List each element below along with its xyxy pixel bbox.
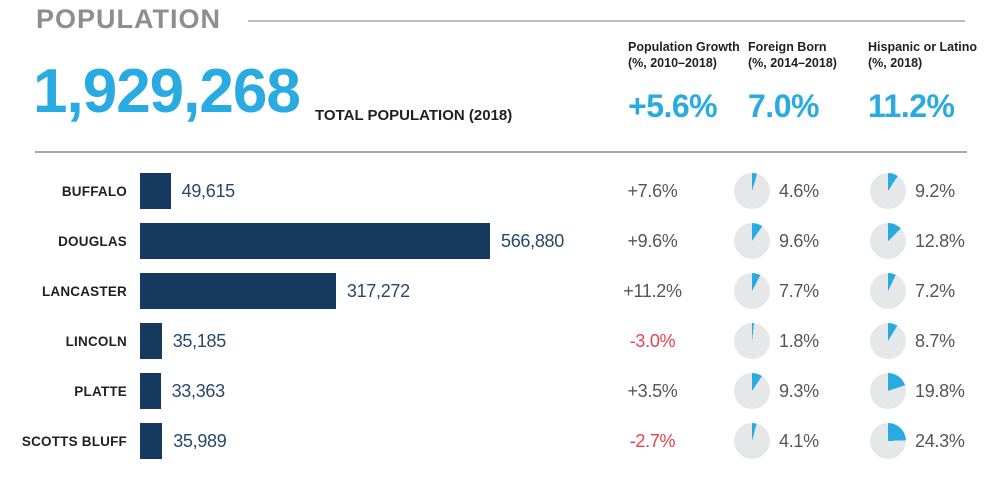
population-bar: [140, 373, 161, 409]
foreign-born-percent-label: 9.6%: [779, 230, 819, 251]
stat-population-growth-value: +5.6%: [628, 87, 718, 124]
county-name-label: BUFFALO: [61, 183, 127, 199]
hispanic-latino-percent-label: 8.7%: [915, 330, 955, 351]
stat-population-growth-label: Population Growth (%, 2010–2018): [628, 39, 748, 72]
hispanic-latino-cell: 24.3%: [831, 416, 993, 466]
foreign-born-pie-icon: [734, 423, 770, 459]
stat-hispanic-latino: Hispanic or Latino (%, 2018) 11.2%: [868, 39, 988, 125]
hispanic-latino-cell: 19.8%: [831, 366, 993, 416]
foreign-born-cell: 1.8%: [695, 316, 831, 366]
stat-label-line1: Foreign Born: [748, 40, 827, 54]
county-name-label: SCOTTS BLUFF: [21, 433, 127, 449]
population-bar: [140, 423, 163, 459]
population-value-label: 33,363: [171, 380, 226, 401]
title-rule-line: [248, 20, 965, 22]
population-value-label: 35,185: [172, 330, 227, 351]
foreign-born-percent-label: 9.3%: [779, 380, 819, 401]
header-section: POPULATION 1,929,268 TOTAL POPULATION (2…: [0, 0, 993, 166]
growth-percent-label: +9.6%: [627, 230, 678, 251]
stat-foreign-born-label: Foreign Born (%, 2014–2018): [748, 39, 868, 72]
growth-percent-label: +3.5%: [627, 380, 678, 401]
population-bar: [140, 273, 336, 309]
hispanic-latino-pie-icon: [870, 223, 906, 259]
county-row-scotts-bluff: SCOTTS BLUFF 35,989 -2.7% 4.1% 24.3%: [0, 416, 993, 466]
stat-foreign-born-value: 7.0%: [748, 87, 819, 124]
growth-percent-label: -2.7%: [629, 430, 676, 451]
stat-foreign-born: Foreign Born (%, 2014–2018) 7.0%: [748, 39, 868, 125]
foreign-born-cell: 4.1%: [695, 416, 831, 466]
population-bar-cell: 33,363: [140, 366, 610, 416]
total-population-label: TOTAL POPULATION (2018): [315, 107, 513, 124]
foreign-born-pie-icon: [734, 323, 770, 359]
population-bar-cell: 317,272: [140, 266, 610, 316]
hispanic-latino-cell: 7.2%: [831, 266, 993, 316]
population-value-label: 317,272: [346, 280, 410, 301]
stat-label-line2: (%, 2018): [868, 56, 923, 71]
population-bar-cell: 35,989: [140, 416, 610, 466]
hispanic-latino-pie-icon: [870, 173, 906, 209]
foreign-born-pie-icon: [734, 223, 770, 259]
hispanic-latino-pie-icon: [870, 373, 906, 409]
growth-percent-label: -3.0%: [629, 330, 676, 351]
population-value-label: 35,989: [173, 430, 227, 451]
population-value-label: 566,880: [501, 230, 564, 251]
foreign-born-cell: 7.7%: [695, 266, 831, 316]
stat-label-line2: (%, 2010–2018): [628, 56, 717, 71]
population-bar: [140, 323, 162, 359]
county-name-label: LANCASTER: [41, 283, 127, 299]
hispanic-latino-cell: 9.2%: [831, 166, 993, 216]
stat-label-line2: (%, 2014–2018): [748, 56, 837, 71]
hispanic-latino-cell: 12.8%: [831, 216, 993, 266]
hispanic-latino-percent-label: 9.2%: [915, 180, 955, 201]
foreign-born-percent-label: 1.8%: [779, 330, 819, 351]
county-name-label: DOUGLAS: [58, 233, 127, 249]
hispanic-latino-percent-label: 24.3%: [915, 430, 965, 451]
county-row-lincoln: LINCOLN 35,185 -3.0% 1.8% 8.7%: [0, 316, 993, 366]
foreign-born-pie-icon: [734, 273, 770, 309]
county-row-platte: PLATTE 33,363 +3.5% 9.3% 19.8%: [0, 366, 993, 416]
foreign-born-pie-icon: [734, 173, 770, 209]
hispanic-latino-percent-label: 12.8%: [915, 230, 965, 251]
hispanic-latino-pie-icon: [870, 323, 906, 359]
county-row-lancaster: LANCASTER 317,272 +11.2% 7.7% 7.2%: [0, 266, 993, 316]
stat-population-growth: Population Growth (%, 2010–2018) +5.6%: [628, 39, 748, 125]
county-row-douglas: DOUGLAS 566,880 +9.6% 9.6% 12.8%: [0, 216, 993, 266]
county-name-label: LINCOLN: [65, 333, 127, 349]
total-population-value: 1,929,268: [33, 57, 301, 126]
stat-label-line1: Population Growth: [628, 40, 740, 54]
population-bar: [140, 173, 171, 209]
hispanic-latino-pie-icon: [870, 423, 906, 459]
page-title: POPULATION: [36, 4, 221, 34]
header-separator-line: [35, 151, 967, 153]
foreign-born-cell: 9.3%: [695, 366, 831, 416]
growth-percent-label: +11.2%: [623, 280, 682, 301]
population-bar-cell: 49,615: [140, 166, 610, 216]
foreign-born-percent-label: 4.1%: [779, 430, 819, 451]
population-bar-cell: 35,185: [140, 316, 610, 366]
population-bar-cell: 566,880: [140, 216, 610, 266]
foreign-born-cell: 9.6%: [695, 216, 831, 266]
population-bar: [140, 223, 490, 259]
hispanic-latino-cell: 8.7%: [831, 316, 993, 366]
population-value-label: 49,615: [181, 180, 236, 201]
stat-hispanic-latino-label: Hispanic or Latino (%, 2018): [868, 39, 988, 72]
growth-percent-label: +7.6%: [627, 180, 678, 201]
hispanic-latino-percent-label: 7.2%: [915, 280, 955, 301]
foreign-born-percent-label: 4.6%: [779, 180, 819, 201]
hispanic-latino-pie-icon: [870, 273, 906, 309]
stat-label-line1: Hispanic or Latino: [868, 40, 978, 54]
county-name-label: PLATTE: [74, 383, 127, 399]
hispanic-latino-percent-label: 19.8%: [915, 380, 965, 401]
county-row-buffalo: BUFFALO 49,615 +7.6% 4.6% 9.2%: [0, 166, 993, 216]
stat-hispanic-latino-value: 11.2%: [868, 87, 955, 124]
county-rows: BUFFALO 49,615 +7.6% 4.6% 9.2% DOUGLAS 566,880…: [0, 166, 993, 466]
foreign-born-cell: 4.6%: [695, 166, 831, 216]
foreign-born-percent-label: 7.7%: [779, 280, 819, 301]
foreign-born-pie-icon: [734, 373, 770, 409]
